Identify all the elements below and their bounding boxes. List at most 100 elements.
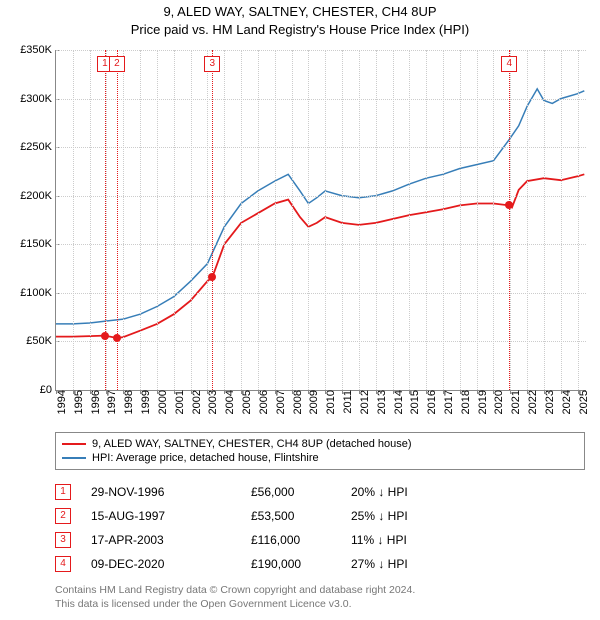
y-axis-tick-label: £50K	[26, 335, 56, 347]
event-row: 3 17-APR-2003£116,00011% ↓ HPI	[55, 528, 585, 552]
x-gridline	[207, 50, 208, 390]
chart-title: 9, ALED WAY, SALTNEY, CHESTER, CH4 8UP	[0, 4, 600, 19]
event-delta: 25% ↓ HPI	[351, 509, 408, 523]
chart-subtitle: Price paid vs. HM Land Registry's House …	[0, 22, 600, 37]
event-number: 2	[55, 508, 71, 524]
x-gridline	[443, 50, 444, 390]
x-gridline	[140, 50, 141, 390]
event-row: 2 15-AUG-1997£53,50025% ↓ HPI	[55, 504, 585, 528]
legend-swatch-hpi	[62, 457, 86, 459]
event-row: 129-NOV-1996£56,00020% ↓ HPI	[55, 480, 585, 504]
x-axis-tick-label: 2019	[473, 390, 489, 414]
x-gridline	[174, 50, 175, 390]
x-axis-tick-label: 2010	[321, 390, 337, 414]
event-marker-line	[212, 50, 213, 390]
event-marker-number: 2	[109, 56, 125, 72]
x-axis-tick-label: 1994	[52, 390, 68, 414]
y-gridline	[56, 341, 586, 342]
event-price: £53,500	[251, 509, 351, 523]
event-marker-line	[509, 50, 510, 390]
x-axis-tick-label: 2011	[338, 390, 354, 414]
y-gridline	[56, 293, 586, 294]
legend-swatch-price	[62, 443, 86, 445]
event-marker-number: 4	[501, 56, 517, 72]
x-axis-tick-label: 2016	[422, 390, 438, 414]
x-axis-tick-label: 1996	[86, 390, 102, 414]
y-gridline	[56, 147, 586, 148]
x-gridline	[241, 50, 242, 390]
y-gridline	[56, 244, 586, 245]
y-axis-tick-label: £100K	[20, 287, 56, 299]
x-axis-tick-label: 1995	[69, 390, 85, 414]
x-gridline	[544, 50, 545, 390]
x-axis-tick-label: 2004	[220, 390, 236, 414]
x-axis-tick-label: 2012	[355, 390, 371, 414]
x-gridline	[527, 50, 528, 390]
event-delta: 27% ↓ HPI	[351, 557, 408, 571]
event-marker-dot	[505, 201, 513, 209]
x-axis-tick-label: 2015	[405, 390, 421, 414]
event-price: £56,000	[251, 485, 351, 499]
x-axis-tick-label: 2018	[456, 390, 472, 414]
x-axis-tick-label: 2023	[540, 390, 556, 414]
y-axis-tick-label: £300K	[20, 93, 56, 105]
x-gridline	[460, 50, 461, 390]
y-gridline	[56, 50, 586, 51]
x-axis-tick-label: 1999	[136, 390, 152, 414]
legend-item-price: 9, ALED WAY, SALTNEY, CHESTER, CH4 8UP (…	[62, 437, 578, 451]
x-axis-tick-label: 2005	[237, 390, 253, 414]
x-gridline	[376, 50, 377, 390]
series-line	[56, 174, 584, 338]
y-axis-tick-label: £350K	[20, 44, 56, 56]
license-line1: Contains HM Land Registry data © Crown c…	[55, 583, 585, 597]
event-price: £116,000	[251, 533, 351, 547]
event-marker-dot	[208, 273, 216, 281]
x-gridline	[359, 50, 360, 390]
x-gridline	[510, 50, 511, 390]
legend-item-hpi: HPI: Average price, detached house, Flin…	[62, 451, 578, 465]
y-axis-tick-label: £150K	[20, 238, 56, 250]
x-gridline	[73, 50, 74, 390]
event-delta: 20% ↓ HPI	[351, 485, 408, 499]
event-delta: 11% ↓ HPI	[351, 533, 407, 547]
event-number: 4	[55, 556, 71, 572]
x-axis-tick-label: 2009	[304, 390, 320, 414]
y-gridline	[56, 99, 586, 100]
x-axis-tick-label: 2003	[203, 390, 219, 414]
x-gridline	[409, 50, 410, 390]
event-marker-dot	[113, 334, 121, 342]
x-axis-tick-label: 2017	[439, 390, 455, 414]
x-gridline	[493, 50, 494, 390]
event-number: 3	[55, 532, 71, 548]
x-gridline	[342, 50, 343, 390]
x-axis-tick-label: 2024	[557, 390, 573, 414]
chart-container: 9, ALED WAY, SALTNEY, CHESTER, CH4 8UP P…	[0, 0, 600, 620]
x-gridline	[308, 50, 309, 390]
y-gridline	[56, 196, 586, 197]
license-line2: This data is licensed under the Open Gov…	[55, 597, 585, 611]
event-date: 15-AUG-1997	[91, 509, 251, 523]
legend-label: 9, ALED WAY, SALTNEY, CHESTER, CH4 8UP (…	[92, 438, 412, 450]
x-axis-tick-label: 2020	[489, 390, 505, 414]
x-axis-tick-label: 2022	[523, 390, 539, 414]
x-gridline	[578, 50, 579, 390]
event-date: 09-DEC-2020	[91, 557, 251, 571]
x-gridline	[191, 50, 192, 390]
x-axis-tick-label: 2001	[170, 390, 186, 414]
x-axis-tick-label: 1998	[119, 390, 135, 414]
x-axis-tick-label: 2014	[389, 390, 405, 414]
x-gridline	[157, 50, 158, 390]
x-gridline	[393, 50, 394, 390]
x-axis-tick-label: 1997	[102, 390, 118, 414]
x-gridline	[258, 50, 259, 390]
x-axis-tick-label: 2025	[574, 390, 590, 414]
x-axis-tick-label: 2007	[271, 390, 287, 414]
x-gridline	[477, 50, 478, 390]
x-axis-tick-label: 2021	[506, 390, 522, 414]
plot-area: £0£50K£100K£150K£200K£250K£300K£350K1994…	[55, 50, 586, 391]
x-gridline	[426, 50, 427, 390]
x-gridline	[123, 50, 124, 390]
event-marker-dot	[101, 332, 109, 340]
event-marker-number: 3	[204, 56, 220, 72]
event-date: 17-APR-2003	[91, 533, 251, 547]
